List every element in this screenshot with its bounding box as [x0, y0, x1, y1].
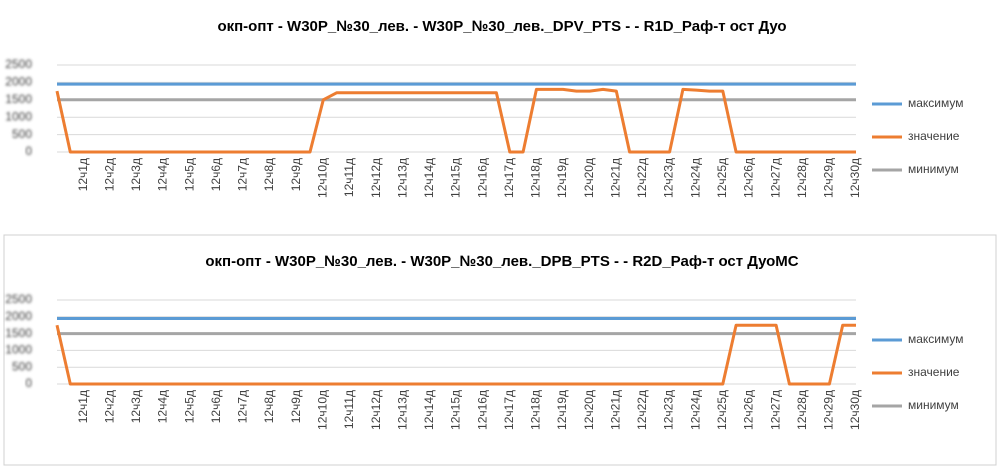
x-tick-label: 12ч25д	[715, 158, 729, 198]
x-tick-label: 12ч17д	[502, 158, 516, 198]
y-tick-label: 500	[12, 359, 32, 373]
y-tick-label: 1500	[5, 326, 32, 340]
x-tick-label: 12ч11д	[342, 390, 356, 429]
x-tick-label: 12ч10д	[316, 158, 330, 198]
x-tick-label: 12ч7д	[236, 158, 250, 191]
y-tick-label: 1500	[5, 92, 32, 106]
x-tick-label: 12ч22д	[635, 158, 649, 198]
x-tick-label: 12ч3д	[129, 158, 143, 191]
x-tick-label: 12ч1д	[76, 390, 90, 423]
x-tick-label: 12ч5д	[182, 390, 196, 423]
x-tick-label: 12ч4д	[156, 158, 170, 191]
x-tick-label: 12ч23д	[662, 158, 676, 198]
x-tick-label: 12ч20д	[582, 158, 596, 198]
x-tick-label: 12ч11д	[342, 158, 356, 197]
x-tick-label: 12ч6д	[209, 390, 223, 423]
y-tick-label: 1000	[5, 109, 32, 123]
x-tick-label: 12ч1д	[76, 158, 90, 191]
x-tick-label: 12ч15д	[449, 390, 463, 430]
x-tick-label: 12ч16д	[475, 158, 489, 198]
x-tick-label: 12ч9д	[289, 158, 303, 191]
x-tick-label: 12ч26д	[742, 158, 756, 198]
x-tick-label: 12ч13д	[395, 158, 409, 198]
x-tick-label: 12ч16д	[475, 390, 489, 430]
x-tick-label: 12ч10д	[316, 390, 330, 430]
y-tick-label: 2000	[5, 309, 32, 323]
y-tick-label: 2500	[5, 292, 32, 306]
x-tick-label: 12ч29д	[822, 390, 836, 430]
x-tick-label: 12ч8д	[262, 158, 276, 191]
x-tick-label: 12ч21д	[608, 390, 622, 430]
legend-label: значение	[908, 365, 960, 379]
chart-border	[3, 234, 997, 466]
y-tick-label: 0	[25, 376, 32, 390]
y-tick-label: 2000	[5, 75, 32, 89]
x-tick-label: 12ч8д	[262, 390, 276, 423]
x-tick-label: 12ч22д	[635, 390, 649, 430]
x-tick-label: 12ч28д	[795, 158, 809, 198]
y-tick-label: 500	[12, 127, 32, 141]
x-tick-label: 12ч5д	[182, 158, 196, 191]
x-tick-label: 12ч23д	[662, 390, 676, 430]
x-tick-label: 12ч18д	[529, 158, 543, 198]
x-tick-label: 12ч27д	[768, 390, 782, 430]
x-tick-label: 12ч27д	[768, 158, 782, 198]
y-tick-label: 0	[25, 144, 32, 158]
legend-label: минимум	[908, 162, 959, 176]
x-tick-label: 12ч30д	[848, 390, 862, 430]
x-tick-label: 12ч12д	[369, 390, 383, 430]
x-tick-label: 12ч18д	[529, 390, 543, 430]
x-tick-label: 12ч17д	[502, 390, 516, 430]
x-tick-label: 12ч3д	[129, 390, 143, 423]
x-tick-label: 12ч24д	[688, 158, 702, 198]
x-tick-label: 12ч20д	[582, 390, 596, 430]
x-tick-label: 12ч6д	[209, 158, 223, 191]
x-tick-label: 12ч21д	[608, 158, 622, 198]
series-line	[55, 87, 856, 154]
x-tick-label: 12ч7д	[236, 390, 250, 423]
x-tick-label: 12ч28д	[795, 390, 809, 430]
x-tick-label: 12ч4д	[156, 390, 170, 423]
x-tick-label: 12ч15д	[449, 158, 463, 198]
x-tick-label: 12ч29д	[822, 158, 836, 198]
chart-title: окп-опт - W30P_№30_лев. - W30P_№30_лев._…	[205, 253, 798, 270]
x-tick-label: 12ч14д	[422, 158, 436, 198]
x-tick-label: 12ч9д	[289, 390, 303, 423]
x-tick-label: 12ч19д	[555, 158, 569, 198]
x-tick-label: 12ч26д	[742, 390, 756, 430]
x-tick-label: 12ч24д	[688, 390, 702, 430]
legend-label: максимум	[908, 96, 964, 110]
x-tick-label: 12ч2д	[102, 390, 116, 423]
x-tick-label: 12ч12д	[369, 158, 383, 198]
y-tick-label: 2500	[5, 57, 32, 71]
x-tick-label: 12ч14д	[422, 390, 436, 430]
x-tick-label: 12ч25д	[715, 390, 729, 430]
chart-title: окп-опт - W30P_№30_лев. - W30P_№30_лев._…	[217, 18, 786, 35]
x-tick-label: 12ч13д	[395, 390, 409, 430]
series-line	[55, 323, 856, 386]
y-tick-label: 1000	[5, 343, 32, 357]
x-tick-label: 12ч2д	[102, 158, 116, 191]
legend-label: максимум	[908, 332, 964, 346]
x-tick-label: 12ч30д	[848, 158, 862, 198]
legend-label: минимум	[908, 398, 959, 412]
x-tick-label: 12ч19д	[555, 390, 569, 430]
legend-label: значение	[908, 129, 960, 143]
